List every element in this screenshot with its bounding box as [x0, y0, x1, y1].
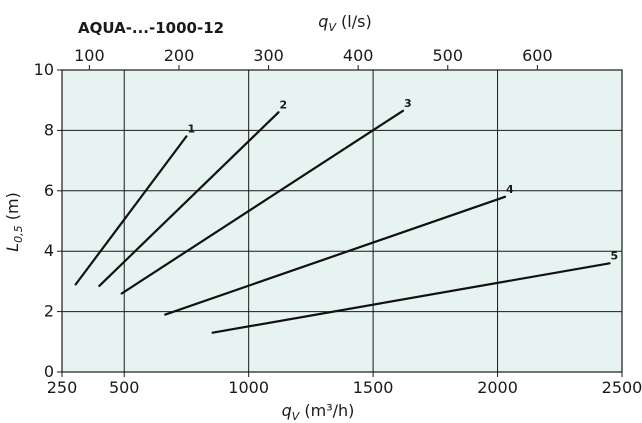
x-axis-label: qV (m³/h)	[282, 401, 355, 423]
series-line-2	[98, 111, 280, 287]
x-tick-label: 2000	[477, 378, 518, 397]
y-tick-label: 6	[44, 181, 54, 200]
x-axis-label-unit: (m³/h)	[299, 401, 354, 420]
series-label-5: 5	[611, 249, 619, 262]
x-axis: 250 500 1000 1500 2000 2500	[47, 372, 642, 397]
x-axis-label-sub: V	[292, 410, 301, 423]
series-label-4: 4	[506, 183, 514, 196]
plot-border	[61, 69, 623, 373]
y-axis-label-unit: (m)	[3, 192, 22, 225]
x2-axis-label-sub: V	[328, 21, 337, 34]
series-line-3	[120, 109, 405, 295]
x2-tick-label: 400	[343, 46, 374, 65]
x-tick-label: 500	[109, 378, 140, 397]
series-label-3: 3	[404, 97, 412, 110]
series-group: 1 2 3 4 5	[74, 97, 619, 334]
y-tick-label: 10	[34, 60, 54, 79]
x2-axis-label-unit: (l/s)	[336, 12, 372, 31]
x-tick-label: 2500	[602, 378, 642, 397]
series-line-4	[164, 195, 507, 316]
y-tick-label: 2	[44, 302, 54, 321]
series-label-1: 1	[187, 122, 195, 135]
x2-axis: 100 200 300 400 500 600	[74, 46, 553, 70]
y-axis: 0 2 4 6 8 10	[34, 60, 62, 381]
x2-tick-label: 200	[164, 46, 195, 65]
x-tick-label: 1500	[353, 378, 394, 397]
y-axis-label-symbol: L	[3, 243, 22, 252]
y-axis-label-sub: 0,5	[12, 225, 25, 243]
grid	[62, 70, 622, 372]
series-label-2: 2	[280, 98, 288, 111]
x2-tick-label: 100	[74, 46, 105, 65]
x-axis-label-symbol: q	[282, 401, 292, 420]
series-line-1	[74, 135, 188, 286]
plot-area	[62, 70, 622, 372]
x2-tick-label: 300	[253, 46, 284, 65]
y-tick-label: 8	[44, 120, 54, 139]
y-tick-label: 4	[44, 241, 54, 260]
x2-tick-label: 600	[522, 46, 553, 65]
x2-axis-label-symbol: q	[318, 12, 328, 31]
x-tick-label: 1000	[228, 378, 269, 397]
x-tick-label: 250	[47, 378, 78, 397]
y-tick-label: 0	[44, 362, 54, 381]
x2-axis-label: qV (l/s)	[318, 12, 371, 34]
y-axis-label: L0,5 (m)	[3, 192, 25, 252]
x2-tick-label: 500	[433, 46, 464, 65]
chart-title: AQUA-...-1000-12	[78, 19, 224, 37]
series-line-5	[211, 262, 611, 334]
